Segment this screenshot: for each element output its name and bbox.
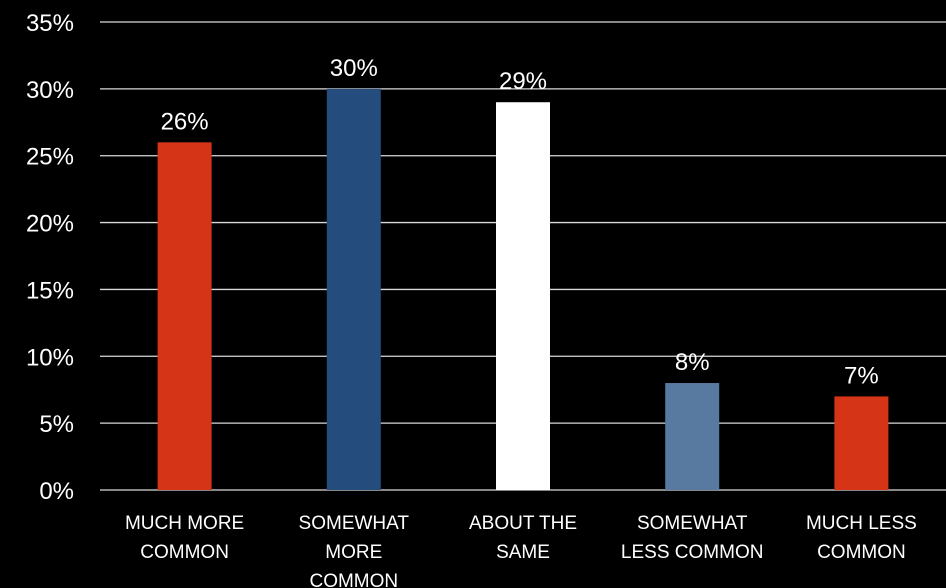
category-label-line: SOMEWHAT (299, 513, 410, 534)
category-label-line: ABOUT THE (469, 513, 577, 534)
y-tick-label: 20% (26, 211, 74, 238)
data-label-4: 8% (675, 349, 710, 376)
bar-5 (834, 396, 889, 490)
y-tick-label: 10% (26, 344, 74, 371)
data-label-1: 26% (161, 108, 209, 135)
category-label-line: MORE (325, 542, 382, 563)
category-label-line: SAME (496, 542, 550, 563)
y-tick-label: 35% (26, 10, 74, 37)
category-label-line: COMMON (140, 542, 229, 563)
category-label-3: ABOUT THE SAME (469, 513, 577, 563)
category-label-line: SOMEWHAT (637, 513, 748, 534)
category-label-2: SOMEWHAT MORE COMMON (299, 513, 410, 588)
category-label-line: MUCH LESS (806, 513, 917, 534)
category-label-line: COMMON (817, 542, 906, 563)
category-labels: MUCH MORE COMMON SOMEWHAT MORE COMMON ABOUT T… (125, 513, 917, 588)
bar-1 (157, 142, 212, 491)
category-label-5: MUCH LESS COMMON (806, 513, 917, 563)
data-labels: 26% 30% 29% 8% 7% (161, 55, 879, 390)
bar-2 (326, 88, 381, 490)
data-label-3: 29% (499, 68, 547, 95)
category-label-1: MUCH MORE COMMON (125, 513, 244, 563)
category-label-line: COMMON (309, 571, 398, 588)
bar-3 (496, 102, 550, 490)
y-tick-label: 5% (39, 411, 74, 438)
bars (157, 88, 889, 491)
category-label-line: LESS COMMON (621, 542, 764, 563)
y-axis-tick-labels: 0% 5% 10% 15% 20% 25% 30% 35% (26, 10, 74, 505)
data-label-5: 7% (844, 362, 879, 389)
y-tick-label: 0% (39, 478, 74, 505)
y-tick-label: 30% (26, 77, 74, 104)
data-label-2: 30% (330, 55, 378, 82)
bar-4 (665, 383, 720, 490)
y-tick-label: 25% (26, 144, 74, 171)
y-tick-label: 15% (26, 277, 74, 304)
category-label-4: SOMEWHAT LESS COMMON (621, 513, 764, 563)
category-label-line: MUCH MORE (125, 513, 244, 534)
